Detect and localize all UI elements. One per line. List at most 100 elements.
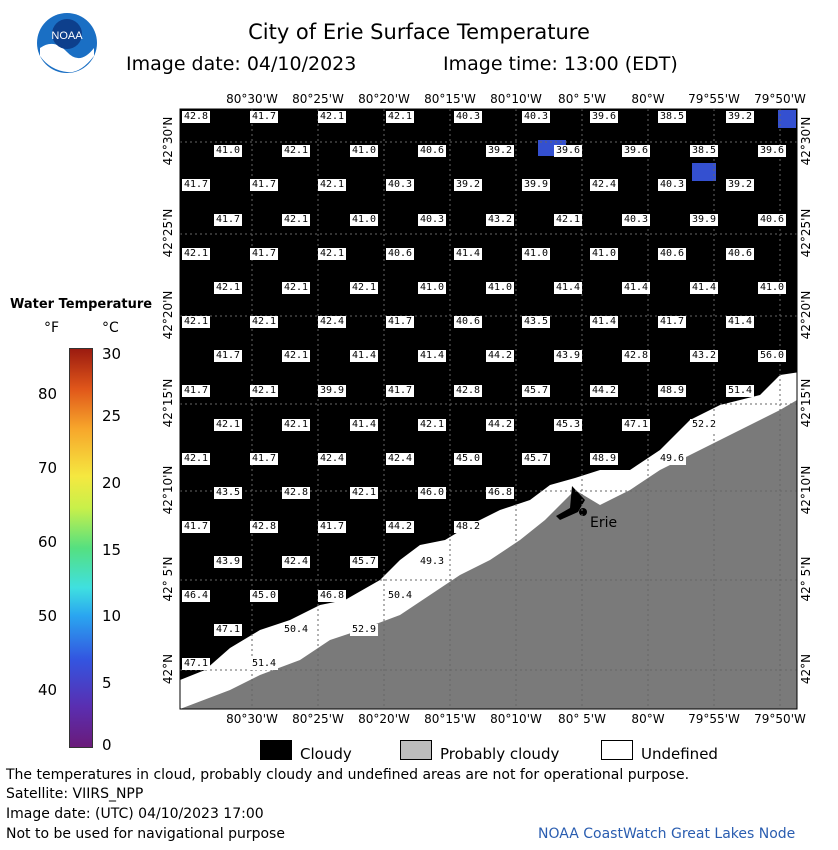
temperature-label: 42.4 — [590, 179, 619, 192]
temperature-label: 41.0 — [418, 282, 447, 294]
latitude-label-right: 42°25'N — [799, 208, 813, 258]
svg-text:NOAA: NOAA — [51, 30, 83, 42]
temperature-label: 39.9 — [318, 384, 347, 397]
temperature-label: 42.4 — [318, 316, 347, 329]
noaa-logo: NOAA — [36, 12, 98, 74]
presque-isle — [556, 486, 585, 520]
temperature-label: 41.0 — [486, 282, 515, 294]
image-time-label: Image time: 13:00 (EDT) — [443, 53, 678, 75]
temperature-label: 42.4 — [386, 453, 415, 465]
temperature-label: 43.2 — [486, 213, 515, 226]
temperature-label: 46.0 — [418, 487, 447, 500]
temperature-label: 40.6 — [658, 247, 687, 260]
legend-cloudy-label: Cloudy — [300, 745, 352, 763]
colorbar-f-tick: 50 — [38, 607, 58, 625]
temperature-label: 56.0 — [758, 350, 787, 363]
longitude-label-bottom: 80°20'W — [358, 712, 410, 726]
temperature-label: 45.7 — [522, 384, 551, 397]
temperature-label: 41.4 — [726, 316, 755, 329]
colorbar-c-tick: 30 — [102, 345, 122, 363]
temperature-label: 41.4 — [350, 350, 379, 363]
temperature-label: 44.2 — [386, 521, 415, 534]
utc-date-text: Image date: (UTC) 04/10/2023 17:00 — [6, 806, 264, 822]
temperature-label: 39.9 — [690, 213, 719, 226]
temperature-label: 41.4 — [590, 316, 619, 329]
temperature-label: 42.1 — [418, 418, 447, 431]
image-date-label: Image date: 04/10/2023 — [126, 53, 357, 75]
temperature-label: 42.8 — [182, 111, 211, 123]
temperature-label: 48.9 — [590, 453, 619, 465]
temperature-label: 45.7 — [350, 555, 379, 568]
temperature-label: 46.8 — [486, 487, 515, 500]
temperature-label: 41.4 — [454, 247, 483, 260]
temperature-label: 42.1 — [250, 384, 279, 397]
temperature-label: 41.7 — [182, 384, 211, 397]
temperature-label: 47.1 — [182, 658, 211, 671]
temperature-label: 42.1 — [182, 247, 211, 260]
temperature-label: 39.2 — [454, 179, 483, 192]
temperature-label: 41.7 — [250, 247, 279, 260]
temperature-label: 52.9 — [350, 624, 379, 636]
temperature-label: 43.9 — [554, 350, 583, 363]
longitude-label-bottom: 80° 5'W — [558, 712, 606, 726]
colorbar-c-tick: 10 — [102, 607, 122, 625]
latitude-label-right: 42°N — [799, 653, 813, 685]
colorbar-title: Water Temperature — [10, 297, 153, 312]
temperature-label: 42.1 — [318, 247, 347, 260]
colorbar-c-tick: 25 — [102, 407, 122, 425]
temperature-label: 41.7 — [250, 453, 279, 465]
temperature-label: 42.1 — [282, 145, 311, 158]
temperature-label: 47.1 — [214, 624, 243, 636]
longitude-label-top: 79°55'W — [688, 92, 740, 106]
temperature-label: 39.6 — [554, 145, 583, 158]
temperature-label: 39.6 — [758, 145, 787, 158]
temperature-label: 42.1 — [350, 487, 379, 500]
temperature-label: 40.6 — [758, 213, 787, 226]
temperature-label: 47.1 — [622, 418, 651, 431]
colorbar-c-tick: 15 — [102, 541, 122, 559]
longitude-label-top: 80° 5'W — [558, 92, 606, 106]
land-area — [180, 400, 797, 709]
temperature-label: 48.9 — [658, 384, 687, 397]
temperature-label: 42.1 — [386, 111, 415, 123]
longitude-label-top: 80°20'W — [358, 92, 410, 106]
latitude-label-left: 42°15'N — [161, 378, 175, 428]
temperature-label: 42.1 — [282, 350, 311, 363]
nav-warning-text: Not to be used for navigational purpose — [6, 826, 285, 842]
temperature-label: 51.4 — [726, 384, 755, 397]
colorbar-f-tick: 60 — [38, 533, 58, 551]
latitude-label-right: 42° 5'N — [799, 556, 813, 602]
temperature-label: 41.7 — [386, 316, 415, 329]
longitude-label-bottom: 79°50'W — [754, 712, 806, 726]
temperature-label: 42.1 — [318, 179, 347, 192]
temperature-label: 40.3 — [522, 111, 551, 123]
temperature-label: 45.0 — [454, 453, 483, 465]
temperature-label: 42.4 — [318, 453, 347, 465]
longitude-label-bottom: 80°15'W — [424, 712, 476, 726]
colorbar-unit-c: °C — [102, 320, 119, 336]
longitude-label-top: 80°10'W — [490, 92, 542, 106]
latitude-label-left: 42°20'N — [161, 290, 175, 340]
temperature-label: 45.7 — [522, 453, 551, 465]
longitude-label-top: 80°25'W — [292, 92, 344, 106]
temperature-label: 46.8 — [318, 589, 347, 602]
temperature-label: 40.6 — [386, 247, 415, 260]
colorbar-unit-f: °F — [44, 320, 60, 336]
temperature-label: 50.4 — [386, 589, 415, 602]
latitude-label-left: 42°30'N — [161, 116, 175, 166]
temperature-label: 42.8 — [282, 487, 311, 500]
longitude-label-bottom: 80°25'W — [292, 712, 344, 726]
temperature-label: 41.7 — [386, 384, 415, 397]
temperature-label: 41.4 — [622, 282, 651, 294]
city-label: Erie — [590, 515, 617, 531]
latitude-label-left: 42° 5'N — [161, 556, 175, 602]
temperature-label: 40.6 — [726, 247, 755, 260]
temperature-label: 42.1 — [250, 316, 279, 329]
temperature-label: 42.8 — [622, 350, 651, 363]
longitude-label-bottom: 80°W — [631, 712, 665, 726]
temperature-label: 43.5 — [214, 487, 243, 500]
erie-marker — [579, 508, 587, 516]
temperature-label: 42.1 — [182, 453, 211, 465]
legend-cloudy-swatch — [260, 740, 292, 760]
cold-patch — [778, 110, 796, 128]
